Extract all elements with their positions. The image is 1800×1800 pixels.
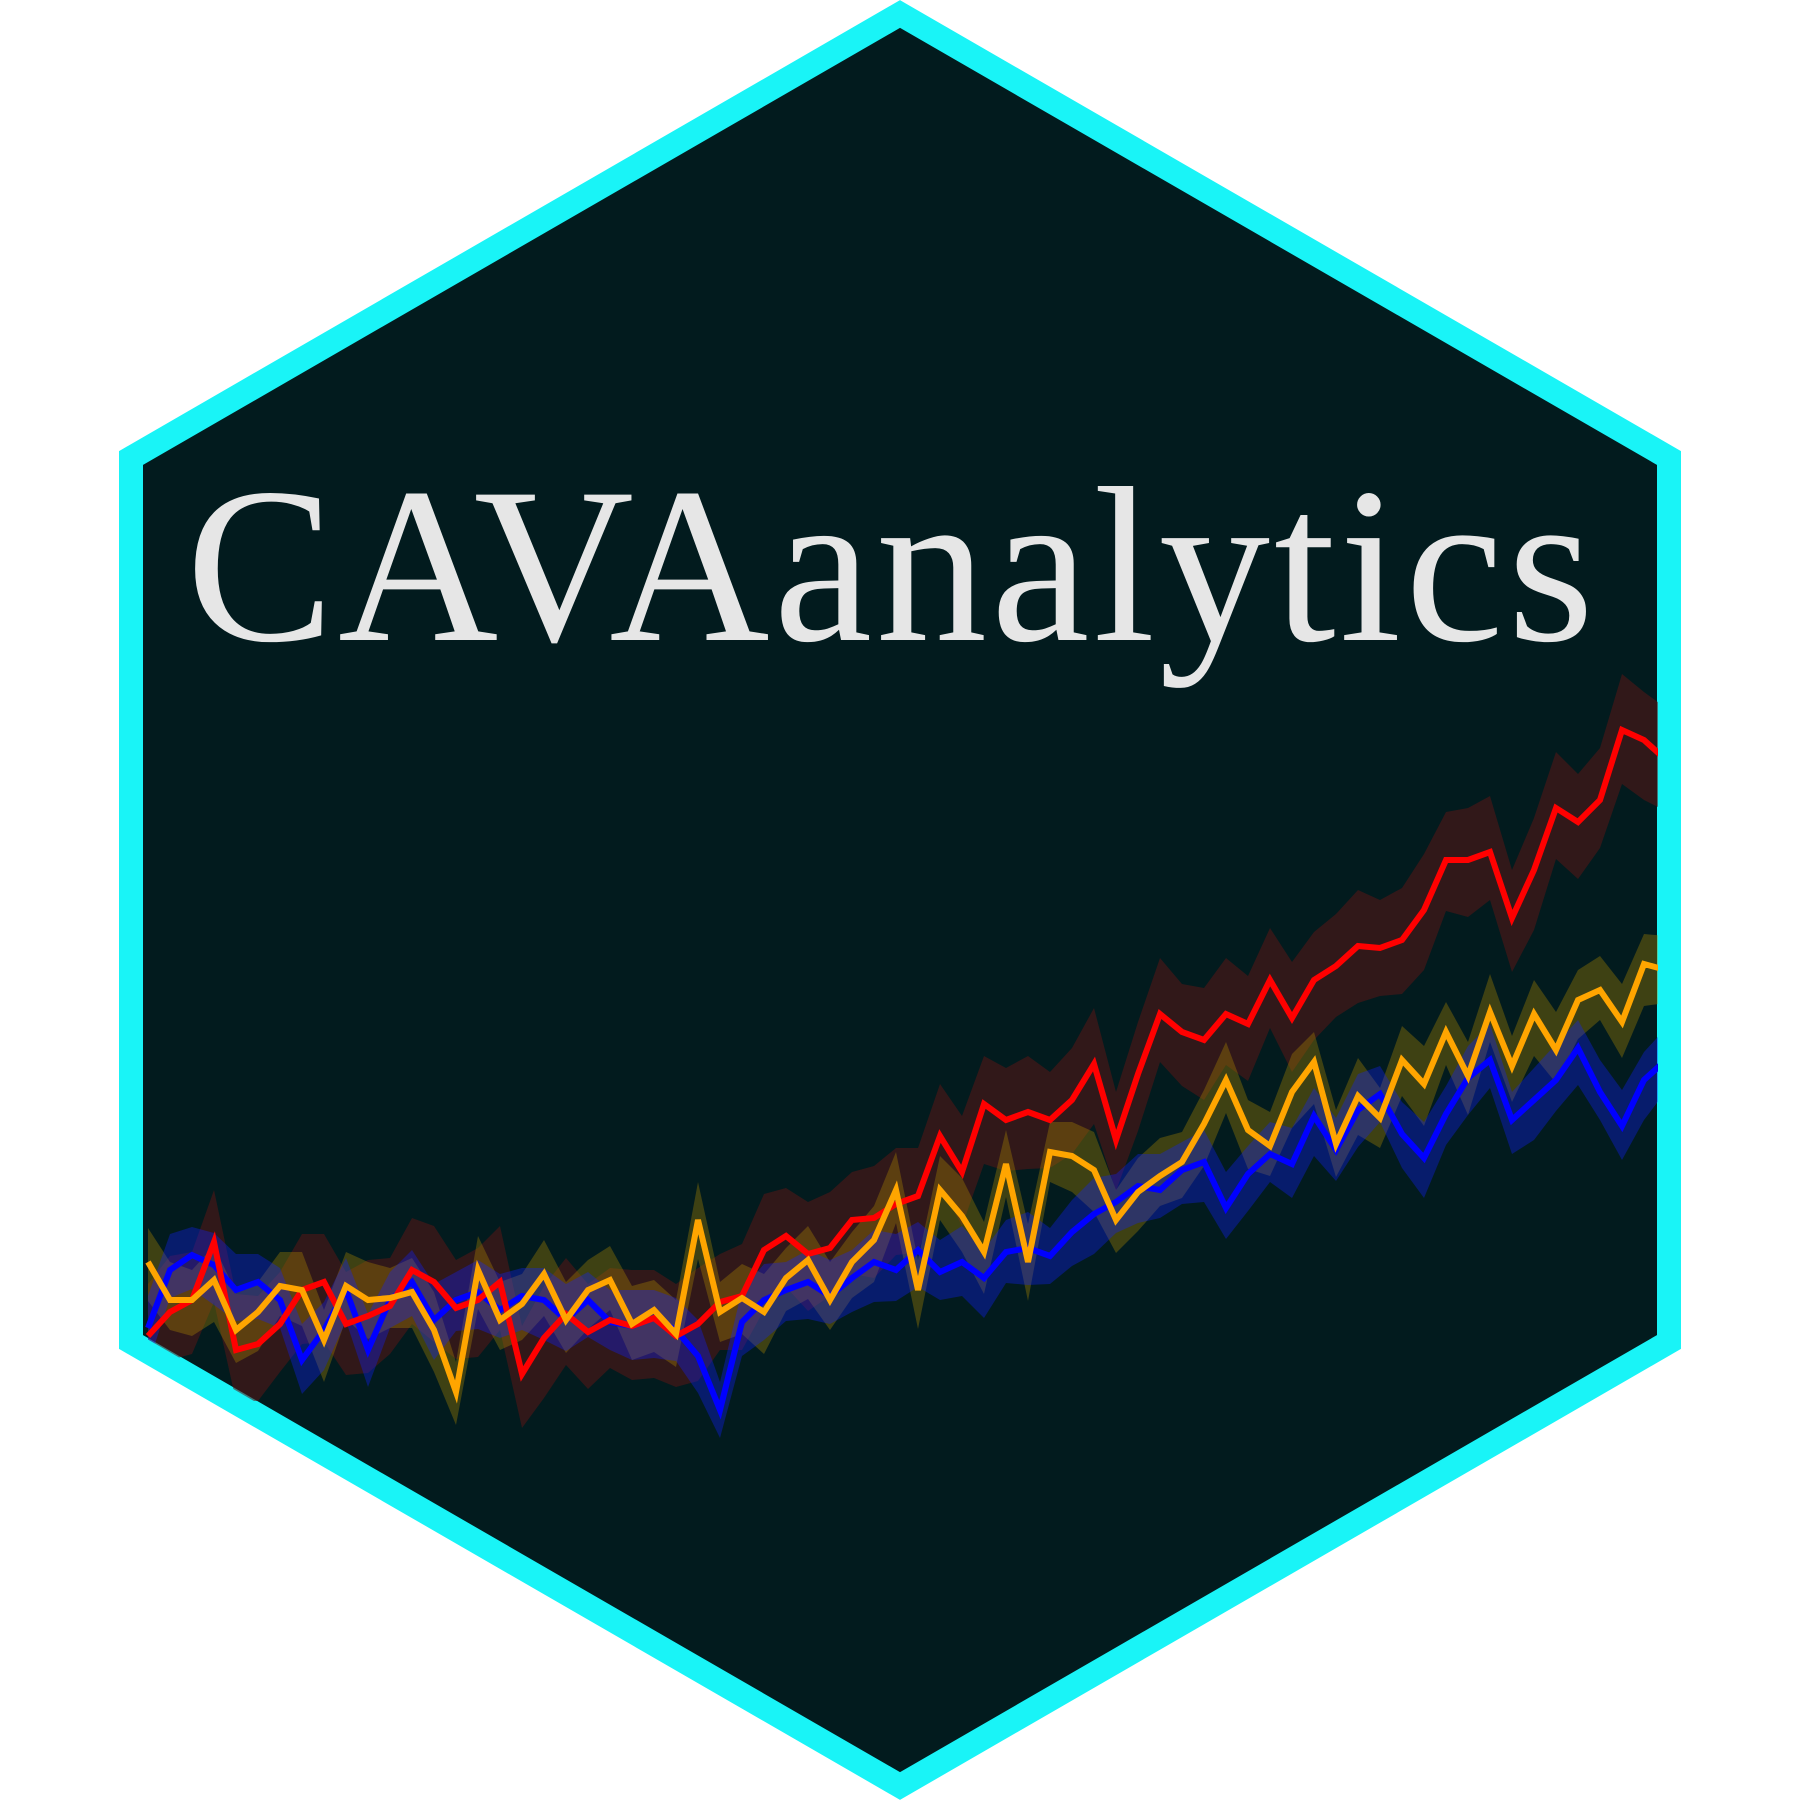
line-plot-graphic xyxy=(145,674,1658,1438)
uncertainty-band xyxy=(148,934,1658,1425)
logo-title: CAVAanalytics xyxy=(186,443,1594,689)
series-line xyxy=(145,960,1658,1404)
series-line xyxy=(145,725,1658,1382)
